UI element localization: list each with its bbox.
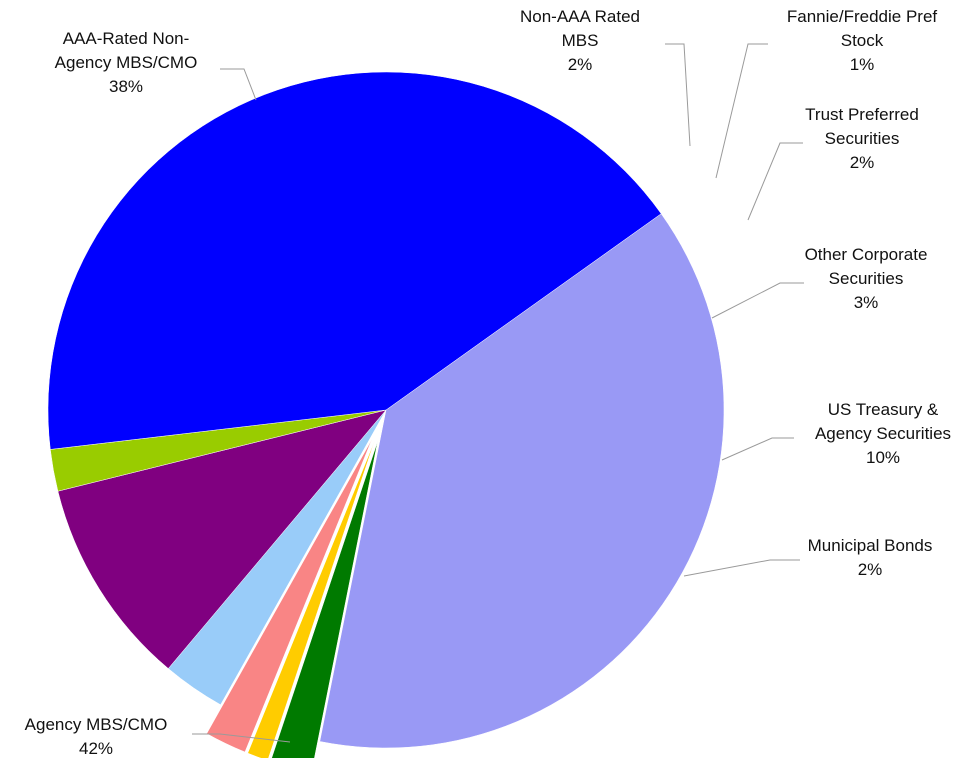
slice-category-label: Securities <box>829 269 904 288</box>
pie-slice-aaa-rated-non-agency-mbs-cmo <box>319 213 725 749</box>
slice-label: Other Corporate Securities 3% <box>805 245 928 312</box>
slice-category-label: AAA-Rated Non- <box>63 29 190 48</box>
slice-category-label: Agency MBS/CMO <box>55 53 198 72</box>
pie-slice-non-aaa-rated-mbs <box>271 440 379 758</box>
slice-category-label: Non-AAA Rated <box>520 7 640 26</box>
leader-lines <box>192 43 804 743</box>
slice-percent-label: 10% <box>866 448 900 467</box>
slice-label: Municipal Bonds 2% <box>808 536 933 579</box>
slice-label: Trust Preferred Securities 2% <box>805 105 919 172</box>
slice-percent-label: 2% <box>568 55 593 74</box>
leader-line <box>683 559 800 577</box>
slice-category-label: Agency MBS/CMO <box>25 715 168 734</box>
pie-slice-us-treasury-agency-securities <box>57 409 387 669</box>
slice-category-label: Stock <box>841 31 884 50</box>
slice-category-label: Trust Preferred <box>805 105 919 124</box>
leader-line <box>665 43 691 147</box>
slice-label: AAA-Rated Non- Agency MBS/CMO 38% <box>55 29 198 96</box>
pie-slices <box>47 71 725 758</box>
slice-category-label: Other Corporate <box>805 245 928 264</box>
leader-line <box>715 43 768 179</box>
slice-percent-label: 2% <box>858 560 883 579</box>
slice-category-label: MBS <box>562 31 599 50</box>
slice-category-label: Agency Securities <box>815 424 951 443</box>
leader-line <box>721 437 794 461</box>
slice-category-label: Fannie/Freddie Pref <box>787 7 938 26</box>
slice-category-label: Municipal Bonds <box>808 536 933 555</box>
leader-line <box>220 68 257 101</box>
slice-labels: AAA-Rated Non- Agency MBS/CMO 38% Non-AAA R… <box>25 7 951 758</box>
leader-line <box>192 733 291 743</box>
slice-category-label: US Treasury & <box>828 400 939 419</box>
pie-slice-fannie-freddie-pref-stock <box>247 439 376 758</box>
slice-percent-label: 38% <box>109 77 143 96</box>
slice-label: Agency MBS/CMO 42% <box>25 715 168 758</box>
slice-percent-label: 2% <box>850 153 875 172</box>
slice-percent-label: 3% <box>854 293 879 312</box>
slice-label: US Treasury & Agency Securities 10% <box>815 400 951 467</box>
slice-label: Fannie/Freddie Pref Stock 1% <box>787 7 938 74</box>
slice-category-label: Securities <box>825 129 900 148</box>
pie-slice-agency-mbs-cmo <box>47 71 662 450</box>
leader-line <box>711 282 804 319</box>
slice-label: Non-AAA Rated MBS 2% <box>520 7 640 74</box>
leader-line <box>747 142 803 221</box>
slice-percent-label: 1% <box>850 55 875 74</box>
slice-percent-label: 42% <box>79 739 113 758</box>
